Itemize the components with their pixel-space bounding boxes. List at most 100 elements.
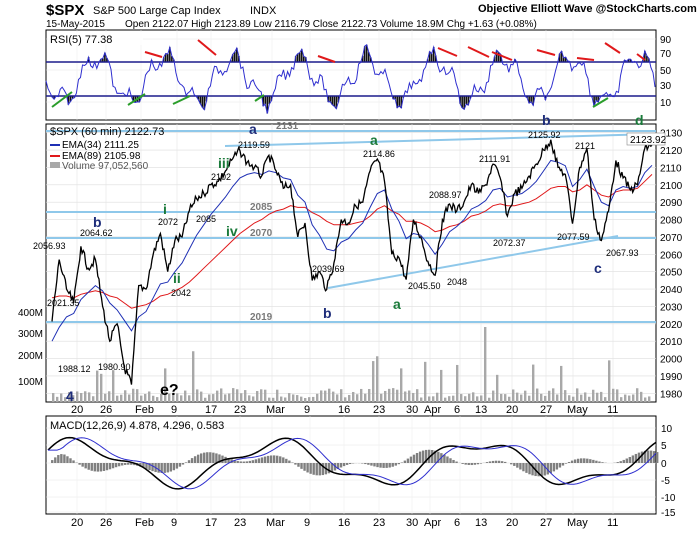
price-tick: 2000 (660, 355, 683, 366)
volume-bar (308, 397, 310, 402)
wave-label: c (594, 260, 602, 276)
volume-bar (364, 394, 366, 402)
x-axis-label: 20 (71, 404, 83, 416)
macd-histogram-bar (504, 462, 506, 463)
volume-bar (96, 371, 98, 402)
macd-histogram-bar (88, 463, 90, 470)
macd-histogram-bar (629, 457, 631, 463)
price-annotation: 2125.92 (528, 130, 561, 140)
volume-bar (480, 395, 482, 402)
wave-label: b (542, 112, 551, 128)
volume-bar (508, 397, 510, 402)
volume-bar (216, 391, 218, 402)
macd-histogram-bar (626, 459, 628, 463)
volume-bar (352, 392, 354, 402)
volume-bar (516, 393, 518, 402)
volume-bar (128, 394, 130, 402)
price-tick: 2110 (660, 163, 682, 174)
volume-legend: Volume 97,052,560 (62, 161, 149, 172)
macd-histogram-bar (236, 461, 238, 463)
volume-legend-swatch (50, 162, 60, 168)
volume-bar (636, 388, 638, 402)
volume-bar (476, 396, 478, 402)
volume-bar (232, 388, 234, 402)
x-axis-label: May (567, 404, 588, 416)
volume-bar (644, 397, 646, 402)
volume-bar (200, 392, 202, 402)
macd-histogram-bar (382, 463, 384, 468)
volume-bar (420, 397, 422, 402)
macd-histogram-bar (349, 463, 351, 464)
wave-label: b (93, 214, 102, 230)
macd-histogram-bar (200, 453, 202, 463)
volume-bar (156, 397, 158, 402)
price-annotation: 2085 (196, 214, 216, 224)
volume-bar (88, 392, 90, 402)
macd-histogram-bar (109, 463, 111, 469)
macd-histogram-bar (279, 456, 281, 463)
macd-tick: 0 (661, 459, 667, 470)
macd-histogram-bar (179, 463, 181, 467)
macd-histogram-bar (565, 463, 567, 464)
price-annotation: 1988.12 (58, 364, 91, 374)
x-axis-label: 9 (171, 404, 177, 416)
volume-bar (556, 394, 558, 402)
x-axis-label: 17 (205, 404, 217, 416)
macd-histogram-bar (516, 463, 518, 468)
macd-histogram-bar (373, 463, 375, 466)
volume-bar (192, 351, 194, 402)
volume-bar (288, 393, 290, 402)
rsi-label: RSI(5) 77.38 (50, 34, 112, 46)
volume-bar (424, 362, 426, 402)
volume-bar (380, 394, 382, 402)
volume-bar (408, 390, 410, 402)
volume-tick: 400M (18, 308, 43, 319)
volume-bar (300, 397, 302, 402)
x-axis-label: 20 (71, 517, 83, 529)
macd-histogram-bar (392, 463, 394, 467)
x-axis-label: 23 (373, 517, 385, 529)
volume-bar (492, 391, 494, 402)
macd-histogram-bar (583, 458, 585, 463)
macd-histogram-bar (164, 463, 166, 473)
volume-bar (276, 390, 278, 402)
x-axis-label: 6 (454, 404, 460, 416)
x-axis-label: 16 (338, 404, 350, 416)
volume-bar (600, 392, 602, 402)
price-tick: 2090 (660, 198, 683, 209)
price-annotation: 2119.59 (238, 140, 270, 150)
x-axis-label: 11 (607, 517, 618, 529)
volume-bar (616, 389, 618, 402)
x-axis-label: 27 (540, 517, 552, 529)
macd-histogram-bar (118, 463, 120, 466)
macd-histogram-bar (261, 457, 263, 463)
rsi-tick: 10 (660, 98, 672, 109)
macd-histogram-bar (84, 463, 86, 468)
macd-histogram-bar (288, 461, 290, 463)
volume-bar (596, 393, 598, 402)
macd-histogram-bar (66, 456, 68, 463)
macd-histogram-bar (176, 463, 178, 469)
volume-bar (80, 393, 82, 402)
volume-bar (92, 396, 94, 402)
volume-bar (52, 393, 54, 402)
volume-bar (648, 396, 650, 402)
wave-label: ii (173, 270, 181, 286)
macd-histogram-bar (410, 457, 412, 463)
macd-histogram-bar (498, 461, 500, 463)
macd-histogram-bar (255, 459, 257, 463)
x-axis-label: 13 (475, 404, 487, 416)
macd-histogram-bar (589, 459, 591, 463)
macd-histogram-bar (54, 457, 56, 463)
macd-histogram-bar (167, 463, 169, 472)
macd-histogram-bar (376, 463, 378, 467)
volume-bar (316, 394, 318, 402)
x-axis-label: 23 (234, 517, 246, 529)
volume-bar (440, 370, 442, 402)
volume-bar (392, 388, 394, 402)
volume-bar (108, 391, 110, 402)
rsi-tick: 50 (660, 66, 672, 77)
price-annotation: 2067.93 (606, 248, 639, 258)
macd-histogram-bar (60, 454, 62, 463)
